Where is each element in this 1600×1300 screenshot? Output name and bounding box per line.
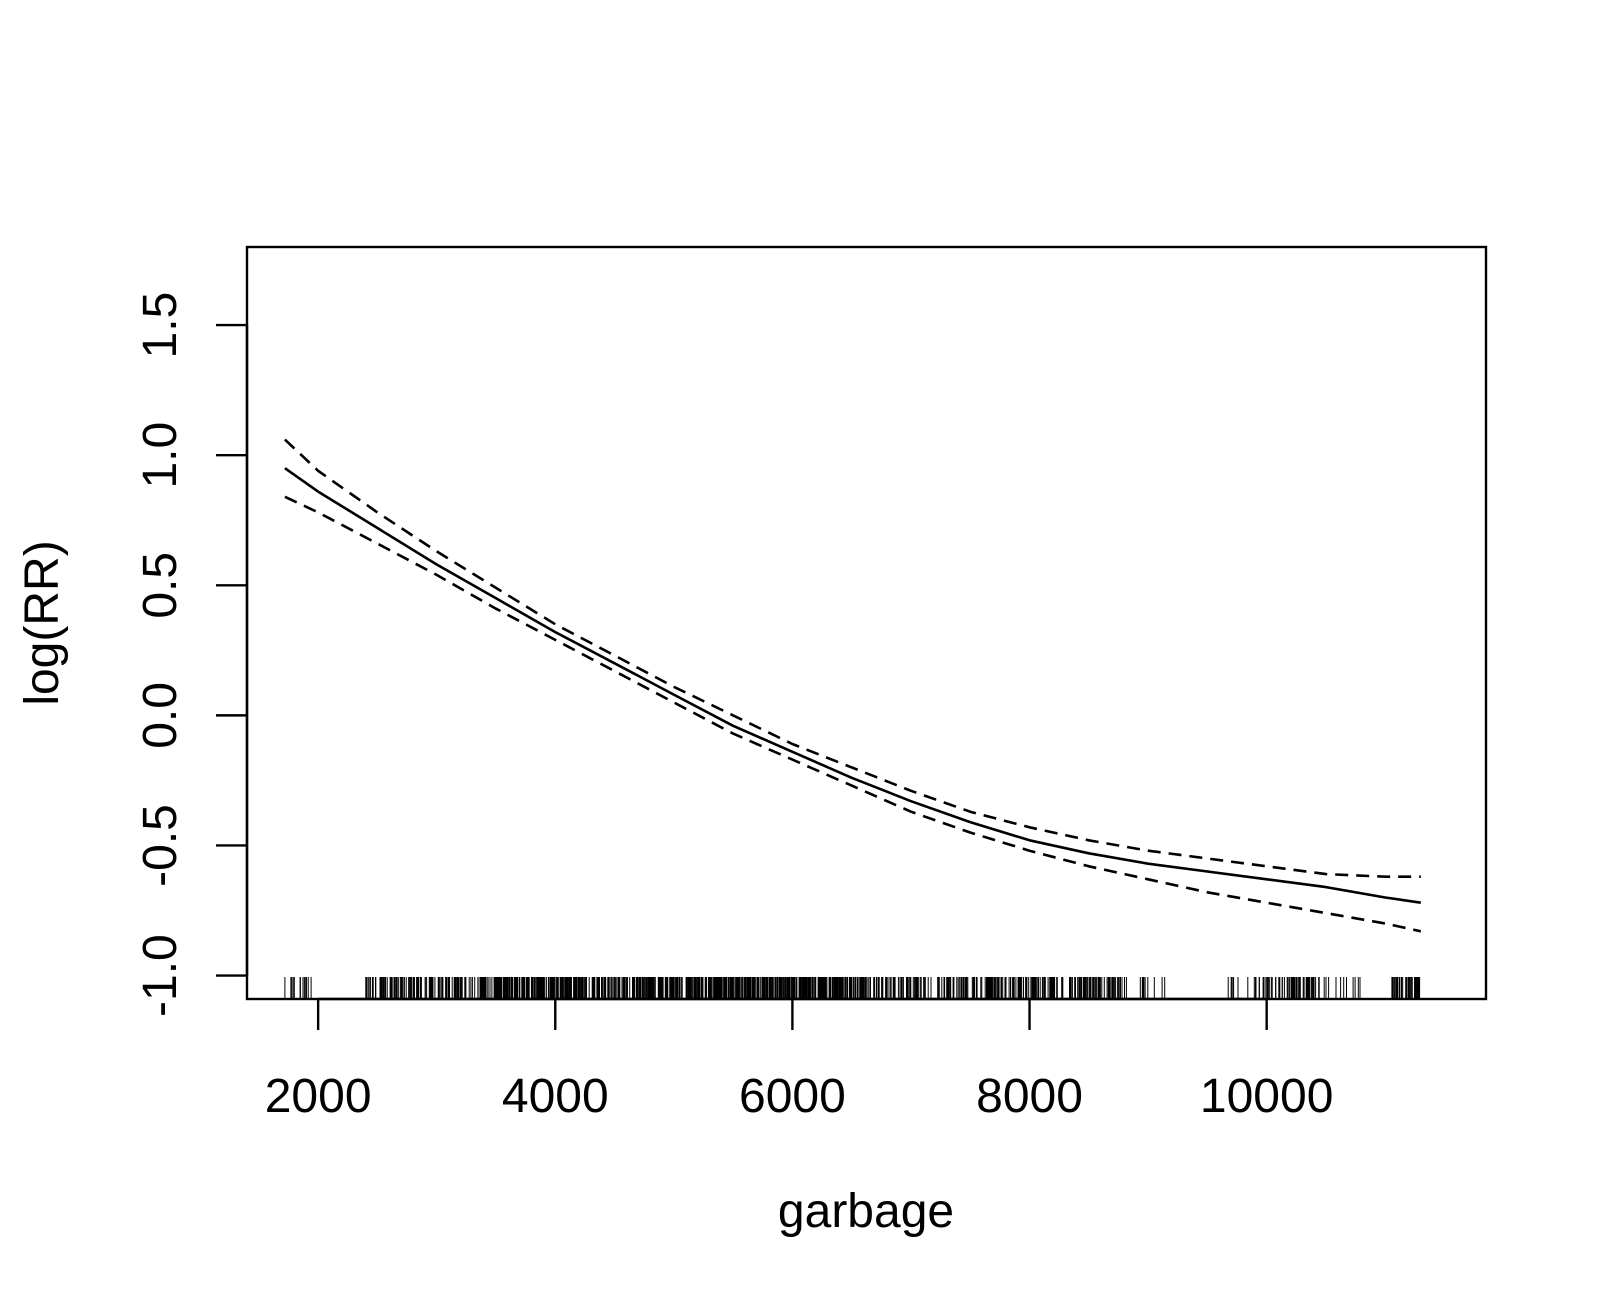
x-tick-label: 10000 xyxy=(1200,1070,1333,1123)
y-axis-title: log(RR) xyxy=(16,540,69,705)
y-tick-label: 0.0 xyxy=(134,682,187,749)
x-tick-label: 2000 xyxy=(265,1070,372,1123)
x-tick-label: 8000 xyxy=(976,1070,1083,1123)
plot-frame xyxy=(245,245,1488,1001)
y-tick-label: 0.5 xyxy=(134,552,187,619)
x-tick-label: 4000 xyxy=(502,1070,609,1123)
x-tick-label: 6000 xyxy=(739,1070,846,1123)
series-line-2 xyxy=(284,438,1421,879)
x-axis: 2000 4000 6000 8000 10000 xyxy=(265,997,1333,1123)
rug-marks xyxy=(284,977,1421,999)
y-axis: -1.0 -0.5 0.0 0.5 1.0 1.5 xyxy=(134,292,249,1017)
y-tick-label: 1.0 xyxy=(134,422,187,489)
series-line-3 xyxy=(284,495,1422,933)
y-tick-label: 1.5 xyxy=(134,292,187,359)
series-lines xyxy=(284,438,1422,933)
y-tick-label: -1.0 xyxy=(134,934,187,1017)
series-line-1 xyxy=(284,467,1421,904)
y-tick-label: -0.5 xyxy=(134,804,187,887)
x-axis-title: garbage xyxy=(778,1185,954,1238)
